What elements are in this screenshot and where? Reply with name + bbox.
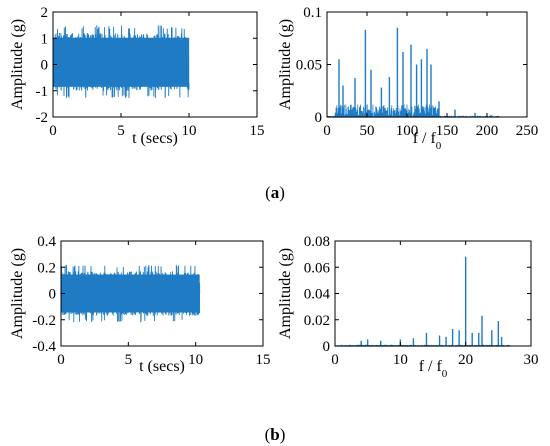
y-axis-label: Amplitude (g) — [277, 19, 294, 110]
x-tick-label: 150 — [436, 123, 459, 139]
y-tick-label: 0.05 — [296, 58, 322, 74]
series-trace — [60, 264, 201, 323]
x-tick-label: 250 — [516, 123, 539, 139]
y-tick-label: 0 — [49, 287, 57, 303]
x-axis-label: f / f0 — [419, 358, 448, 380]
x-tick-label: 0 — [331, 352, 339, 368]
x-tick-label: 5 — [125, 352, 133, 368]
x-tick-label: 20 — [458, 352, 473, 368]
y-tick-label: 0.2 — [37, 260, 56, 276]
series-trace — [334, 256, 511, 347]
x-axis-label-main: f / f — [419, 358, 443, 375]
x-tick-label: 0 — [49, 123, 57, 139]
x-tick-label: 200 — [476, 123, 499, 139]
y-tick-label: 0 — [315, 110, 323, 126]
chart-a-time-signal: 0 5 10 15 -2 -1 0 1 2 Amplitude (g) t (secs) — [9, 5, 265, 147]
y-axis-label: Amplitude (g) — [277, 248, 294, 339]
x-tick-label: 10 — [182, 123, 197, 139]
y-tick-label: 2 — [41, 5, 49, 21]
x-tick-label: 0 — [57, 352, 65, 368]
caption-b: (b) — [265, 425, 286, 444]
y-tick-label: 0.02 — [304, 313, 330, 329]
series-trace — [52, 25, 190, 99]
y-tick-label: 0.4 — [37, 234, 56, 250]
x-axis-label: f / f0 — [413, 130, 442, 152]
chart-a-spectrum: 0 50 100 150 200 250 0 0.05 0.1 Amplitude (g) f / … — [277, 5, 538, 152]
chart-b-time-signal: 0 5 10 15 -0.4 -0.2 0 0.2 0.4 Amplitude (g) t (sec… — [9, 234, 271, 375]
x-axis-label-subscript: 0 — [442, 368, 448, 380]
y-tick-label: -1 — [36, 84, 49, 100]
x-tick-label: 30 — [524, 352, 539, 368]
y-tick-label: 0 — [323, 339, 331, 355]
x-tick-label: 10 — [393, 352, 408, 368]
x-tick-label: 100 — [396, 123, 419, 139]
axes-frame — [334, 240, 532, 347]
x-tick-label: 15 — [256, 352, 271, 368]
chart-b-spectrum: 0 10 20 30 0 0.02 0.04 0.06 0.08 Amplitude (g) f /… — [277, 234, 539, 380]
y-tick-label: 0.06 — [304, 260, 331, 276]
x-tick-label: 50 — [360, 123, 375, 139]
y-tick-label: 0.04 — [304, 287, 331, 303]
y-axis-label: Amplitude (g) — [9, 248, 26, 339]
y-tick-label: -0.2 — [32, 313, 56, 329]
y-axis-label: Amplitude (g) — [9, 19, 26, 110]
y-tick-label: 1 — [41, 31, 49, 47]
y-tick-label: -0.4 — [32, 339, 56, 355]
spectrum-floor — [326, 104, 500, 117]
x-tick-label: 15 — [250, 123, 265, 139]
y-tick-label: -2 — [36, 110, 49, 126]
y-tick-label: 0.1 — [303, 5, 322, 21]
signal-band — [53, 37, 189, 87]
x-axis-label-subscript: 0 — [436, 140, 442, 152]
signal-band — [61, 274, 200, 313]
x-axis-label: t (secs) — [139, 358, 185, 375]
x-axis-label-main: f / f — [413, 130, 437, 147]
x-tick-label: 10 — [188, 352, 203, 368]
x-tick-label: 0 — [323, 123, 331, 139]
series-trace — [326, 27, 500, 118]
y-tick-label: 0.08 — [304, 234, 330, 250]
x-axis-label: t (secs) — [132, 130, 178, 147]
x-tick-label: 5 — [117, 123, 125, 139]
y-tick-label: 0 — [41, 58, 49, 74]
caption-a: (a) — [265, 183, 285, 202]
